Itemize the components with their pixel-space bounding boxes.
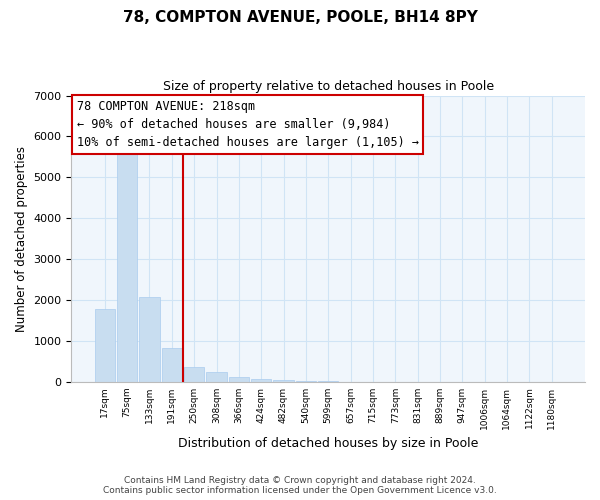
Y-axis label: Number of detached properties: Number of detached properties [15,146,28,332]
X-axis label: Distribution of detached houses by size in Poole: Distribution of detached houses by size … [178,437,478,450]
Title: Size of property relative to detached houses in Poole: Size of property relative to detached ho… [163,80,494,93]
Bar [139,298,160,382]
Bar [229,377,249,382]
Bar [95,309,115,382]
Bar [117,146,137,382]
Bar [206,372,227,382]
Bar [162,348,182,382]
Bar [184,366,204,382]
Bar [251,379,271,382]
Text: 78, COMPTON AVENUE, POOLE, BH14 8PY: 78, COMPTON AVENUE, POOLE, BH14 8PY [122,10,478,25]
Text: Contains HM Land Registry data © Crown copyright and database right 2024.
Contai: Contains HM Land Registry data © Crown c… [103,476,497,495]
Bar [274,380,293,382]
Text: 78 COMPTON AVENUE: 218sqm
← 90% of detached houses are smaller (9,984)
10% of se: 78 COMPTON AVENUE: 218sqm ← 90% of detac… [77,100,419,149]
